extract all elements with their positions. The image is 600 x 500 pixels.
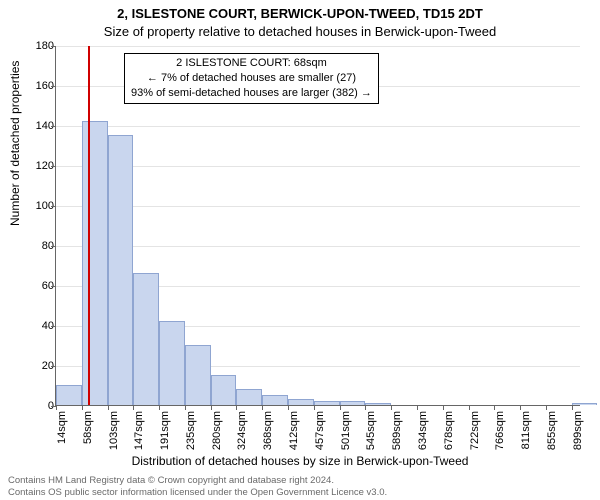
- x-tick-label: 324sqm: [236, 411, 248, 450]
- x-tick-mark: [340, 405, 341, 410]
- histogram-bar: [262, 395, 288, 405]
- property-marker-line: [88, 46, 90, 405]
- x-tick-label: 412sqm: [288, 411, 300, 450]
- x-tick-mark: [288, 405, 289, 410]
- x-tick-label: 280sqm: [211, 411, 223, 450]
- footer-line2: Contains OS public sector information li…: [8, 487, 387, 498]
- x-tick-label: 191sqm: [159, 411, 171, 450]
- gridline: [56, 46, 580, 47]
- x-tick-label: 457sqm: [314, 411, 326, 450]
- histogram-bar: [288, 399, 314, 405]
- x-tick-mark: [108, 405, 109, 410]
- gridline: [56, 126, 580, 127]
- x-tick-mark: [520, 405, 521, 410]
- x-tick-label: 235sqm: [185, 411, 197, 450]
- chart-title-line1: 2, ISLESTONE COURT, BERWICK-UPON-TWEED, …: [0, 6, 600, 21]
- y-tick-mark: [51, 126, 56, 127]
- y-axis-label: Number of detached properties: [8, 61, 22, 226]
- x-tick-mark: [314, 405, 315, 410]
- annotation-line3: 93% of semi-detached houses are larger (…: [131, 86, 372, 101]
- gridline: [56, 246, 580, 247]
- footer-line1: Contains HM Land Registry data © Crown c…: [8, 475, 387, 486]
- histogram-bar: [56, 385, 82, 405]
- x-tick-label: 545sqm: [365, 411, 377, 450]
- x-tick-mark: [262, 405, 263, 410]
- y-tick-mark: [51, 46, 56, 47]
- x-tick-label: 14sqm: [56, 411, 68, 444]
- histogram-bar: [314, 401, 340, 405]
- histogram-bar: [159, 321, 185, 405]
- x-tick-label: 368sqm: [262, 411, 274, 450]
- x-tick-label: 722sqm: [469, 411, 481, 450]
- x-tick-label: 855sqm: [546, 411, 558, 450]
- x-tick-mark: [185, 405, 186, 410]
- x-tick-mark: [417, 405, 418, 410]
- x-tick-mark: [365, 405, 366, 410]
- y-tick-mark: [51, 286, 56, 287]
- x-tick-mark: [546, 405, 547, 410]
- chart-title-line2: Size of property relative to detached ho…: [0, 24, 600, 39]
- x-tick-mark: [494, 405, 495, 410]
- y-tick-mark: [51, 246, 56, 247]
- x-axis-label: Distribution of detached houses by size …: [0, 454, 600, 468]
- x-tick-mark: [443, 405, 444, 410]
- x-tick-label: 589sqm: [391, 411, 403, 450]
- y-tick-mark: [51, 86, 56, 87]
- x-tick-mark: [82, 405, 83, 410]
- x-tick-label: 103sqm: [108, 411, 120, 450]
- x-tick-label: 58sqm: [82, 411, 94, 444]
- histogram-bar: [133, 273, 159, 405]
- annotation-box: 2 ISLESTONE COURT: 68sqm ← 7% of detache…: [124, 53, 379, 104]
- x-tick-label: 678sqm: [443, 411, 455, 450]
- x-tick-mark: [56, 405, 57, 410]
- x-tick-mark: [391, 405, 392, 410]
- attribution-footer: Contains HM Land Registry data © Crown c…: [8, 475, 387, 498]
- histogram-bar: [236, 389, 262, 405]
- x-tick-label: 899sqm: [572, 411, 584, 450]
- x-tick-mark: [211, 405, 212, 410]
- x-tick-label: 501sqm: [340, 411, 352, 450]
- y-tick-mark: [51, 366, 56, 367]
- x-tick-mark: [572, 405, 573, 410]
- y-tick-mark: [51, 326, 56, 327]
- y-tick-mark: [51, 166, 56, 167]
- plot-area: 02040608010012014016018014sqm58sqm103sqm…: [55, 46, 580, 406]
- histogram-bar: [572, 403, 598, 405]
- x-tick-mark: [133, 405, 134, 410]
- x-tick-label: 147sqm: [133, 411, 145, 450]
- annotation-line1: 2 ISLESTONE COURT: 68sqm: [131, 56, 372, 71]
- annotation-line2: ← 7% of detached houses are smaller (27): [131, 71, 372, 86]
- histogram-chart: 2, ISLESTONE COURT, BERWICK-UPON-TWEED, …: [0, 0, 600, 500]
- gridline: [56, 166, 580, 167]
- x-tick-mark: [159, 405, 160, 410]
- histogram-bar: [108, 135, 134, 405]
- x-tick-label: 766sqm: [494, 411, 506, 450]
- x-tick-label: 811sqm: [520, 411, 532, 449]
- gridline: [56, 206, 580, 207]
- histogram-bar: [211, 375, 237, 405]
- histogram-bar: [340, 401, 366, 405]
- histogram-bar: [365, 403, 391, 405]
- x-tick-mark: [469, 405, 470, 410]
- x-tick-label: 634sqm: [417, 411, 429, 450]
- histogram-bar: [82, 121, 108, 405]
- y-tick-mark: [51, 206, 56, 207]
- histogram-bar: [185, 345, 211, 405]
- x-tick-mark: [236, 405, 237, 410]
